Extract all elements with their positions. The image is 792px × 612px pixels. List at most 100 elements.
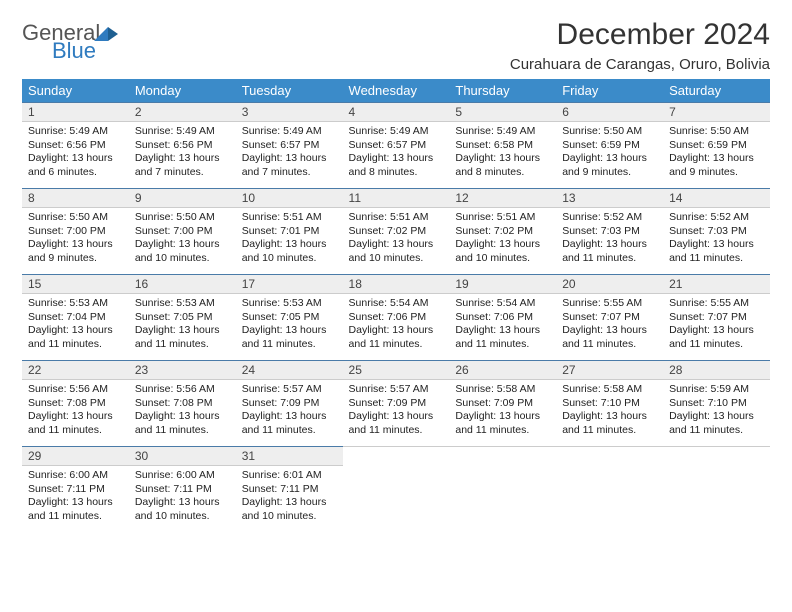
- daylight-line: Daylight: 13 hours and 10 minutes.: [349, 238, 444, 265]
- sunset-line: Sunset: 7:07 PM: [669, 311, 764, 325]
- day-details: Sunrise: 6:00 AMSunset: 7:11 PMDaylight:…: [22, 466, 129, 530]
- sunset-line: Sunset: 7:06 PM: [455, 311, 550, 325]
- calendar-row: 8Sunrise: 5:50 AMSunset: 7:00 PMDaylight…: [22, 188, 770, 274]
- day-number: 14: [663, 188, 770, 208]
- calendar-cell: 3Sunrise: 5:49 AMSunset: 6:57 PMDaylight…: [236, 102, 343, 188]
- day-details: Sunrise: 5:54 AMSunset: 7:06 PMDaylight:…: [343, 294, 450, 358]
- day-number: 11: [343, 188, 450, 208]
- sunset-line: Sunset: 6:56 PM: [28, 139, 123, 153]
- daylight-line: Daylight: 13 hours and 8 minutes.: [349, 152, 444, 179]
- sunrise-line: Sunrise: 5:49 AM: [242, 125, 337, 139]
- day-number: 21: [663, 274, 770, 294]
- sunset-line: Sunset: 7:01 PM: [242, 225, 337, 239]
- daylight-line: Daylight: 13 hours and 11 minutes.: [242, 324, 337, 351]
- day-number: 31: [236, 446, 343, 466]
- day-details: Sunrise: 5:58 AMSunset: 7:09 PMDaylight:…: [449, 380, 556, 444]
- sunrise-line: Sunrise: 5:58 AM: [562, 383, 657, 397]
- day-number: 18: [343, 274, 450, 294]
- sunrise-line: Sunrise: 5:51 AM: [242, 211, 337, 225]
- calendar-cell: 31Sunrise: 6:01 AMSunset: 7:11 PMDayligh…: [236, 446, 343, 532]
- calendar-row: 15Sunrise: 5:53 AMSunset: 7:04 PMDayligh…: [22, 274, 770, 360]
- day-details: Sunrise: 5:49 AMSunset: 6:57 PMDaylight:…: [236, 122, 343, 186]
- daylight-line: Daylight: 13 hours and 10 minutes.: [242, 496, 337, 523]
- day-details: Sunrise: 5:50 AMSunset: 6:59 PMDaylight:…: [663, 122, 770, 186]
- daylight-line: Daylight: 13 hours and 11 minutes.: [455, 410, 550, 437]
- day-number: 20: [556, 274, 663, 294]
- day-number: 5: [449, 102, 556, 122]
- calendar-cell: 12Sunrise: 5:51 AMSunset: 7:02 PMDayligh…: [449, 188, 556, 274]
- sunrise-line: Sunrise: 5:50 AM: [28, 211, 123, 225]
- col-monday: Monday: [129, 79, 236, 102]
- sunrise-line: Sunrise: 6:00 AM: [28, 469, 123, 483]
- daylight-line: Daylight: 13 hours and 11 minutes.: [28, 324, 123, 351]
- day-number: 2: [129, 102, 236, 122]
- sunrise-line: Sunrise: 5:53 AM: [242, 297, 337, 311]
- sunset-line: Sunset: 7:00 PM: [28, 225, 123, 239]
- calendar-cell: 25Sunrise: 5:57 AMSunset: 7:09 PMDayligh…: [343, 360, 450, 446]
- day-details: Sunrise: 5:50 AMSunset: 7:00 PMDaylight:…: [22, 208, 129, 272]
- sunrise-line: Sunrise: 5:52 AM: [669, 211, 764, 225]
- calendar-cell: 24Sunrise: 5:57 AMSunset: 7:09 PMDayligh…: [236, 360, 343, 446]
- sunset-line: Sunset: 6:57 PM: [349, 139, 444, 153]
- daylight-line: Daylight: 13 hours and 11 minutes.: [242, 410, 337, 437]
- day-number: 15: [22, 274, 129, 294]
- logo: General Blue: [22, 22, 120, 62]
- empty-cell: [556, 446, 663, 465]
- location: Curahuara de Carangas, Oruro, Bolivia: [510, 56, 770, 73]
- sunrise-line: Sunrise: 5:49 AM: [455, 125, 550, 139]
- calendar-cell: 18Sunrise: 5:54 AMSunset: 7:06 PMDayligh…: [343, 274, 450, 360]
- empty-cell: [663, 446, 770, 465]
- day-number: 8: [22, 188, 129, 208]
- day-number: 10: [236, 188, 343, 208]
- calendar-cell: 4Sunrise: 5:49 AMSunset: 6:57 PMDaylight…: [343, 102, 450, 188]
- day-details: Sunrise: 5:59 AMSunset: 7:10 PMDaylight:…: [663, 380, 770, 444]
- daylight-line: Daylight: 13 hours and 8 minutes.: [455, 152, 550, 179]
- sunrise-line: Sunrise: 5:59 AM: [669, 383, 764, 397]
- daylight-line: Daylight: 13 hours and 11 minutes.: [349, 324, 444, 351]
- day-details: Sunrise: 5:55 AMSunset: 7:07 PMDaylight:…: [556, 294, 663, 358]
- calendar-cell: 14Sunrise: 5:52 AMSunset: 7:03 PMDayligh…: [663, 188, 770, 274]
- sunrise-line: Sunrise: 5:54 AM: [455, 297, 550, 311]
- day-details: Sunrise: 5:51 AMSunset: 7:02 PMDaylight:…: [343, 208, 450, 272]
- daylight-line: Daylight: 13 hours and 11 minutes.: [669, 410, 764, 437]
- calendar-cell: [449, 446, 556, 532]
- sunrise-line: Sunrise: 5:53 AM: [28, 297, 123, 311]
- daylight-line: Daylight: 13 hours and 10 minutes.: [135, 238, 230, 265]
- daylight-line: Daylight: 13 hours and 6 minutes.: [28, 152, 123, 179]
- calendar-cell: 22Sunrise: 5:56 AMSunset: 7:08 PMDayligh…: [22, 360, 129, 446]
- weekday-header-row: Sunday Monday Tuesday Wednesday Thursday…: [22, 79, 770, 102]
- sunrise-line: Sunrise: 5:57 AM: [349, 383, 444, 397]
- daylight-line: Daylight: 13 hours and 11 minutes.: [28, 410, 123, 437]
- day-number: 23: [129, 360, 236, 380]
- day-details: Sunrise: 5:50 AMSunset: 6:59 PMDaylight:…: [556, 122, 663, 186]
- sunset-line: Sunset: 7:09 PM: [349, 397, 444, 411]
- day-number: 7: [663, 102, 770, 122]
- calendar-table: Sunday Monday Tuesday Wednesday Thursday…: [22, 79, 770, 532]
- day-number: 28: [663, 360, 770, 380]
- day-details: Sunrise: 5:53 AMSunset: 7:05 PMDaylight:…: [236, 294, 343, 358]
- day-number: 30: [129, 446, 236, 466]
- calendar-cell: 9Sunrise: 5:50 AMSunset: 7:00 PMDaylight…: [129, 188, 236, 274]
- calendar-cell: 10 Sunrise: 5:51 AMSunset: 7:01 PMDayligh…: [236, 188, 343, 274]
- calendar-cell: [343, 446, 450, 532]
- day-number: 13: [556, 188, 663, 208]
- daylight-line: Daylight: 13 hours and 11 minutes.: [28, 496, 123, 523]
- day-details: Sunrise: 5:52 AMSunset: 7:03 PMDaylight:…: [663, 208, 770, 272]
- col-saturday: Saturday: [663, 79, 770, 102]
- col-tuesday: Tuesday: [236, 79, 343, 102]
- day-number: 29: [22, 446, 129, 466]
- calendar-cell: 11Sunrise: 5:51 AMSunset: 7:02 PMDayligh…: [343, 188, 450, 274]
- logo-mark-icon: [94, 23, 120, 48]
- sunrise-line: Sunrise: 5:58 AM: [455, 383, 550, 397]
- sunset-line: Sunset: 7:09 PM: [455, 397, 550, 411]
- daylight-line: Daylight: 13 hours and 10 minutes.: [242, 238, 337, 265]
- daylight-line: Daylight: 13 hours and 9 minutes.: [669, 152, 764, 179]
- daylight-line: Daylight: 13 hours and 9 minutes.: [28, 238, 123, 265]
- day-number: 19: [449, 274, 556, 294]
- day-details: Sunrise: 6:00 AMSunset: 7:11 PMDaylight:…: [129, 466, 236, 530]
- sunrise-line: Sunrise: 6:01 AM: [242, 469, 337, 483]
- daylight-line: Daylight: 13 hours and 7 minutes.: [242, 152, 337, 179]
- sunset-line: Sunset: 7:11 PM: [135, 483, 230, 497]
- sunrise-line: Sunrise: 5:53 AM: [135, 297, 230, 311]
- calendar-row: 1Sunrise: 5:49 AMSunset: 6:56 PMDaylight…: [22, 102, 770, 188]
